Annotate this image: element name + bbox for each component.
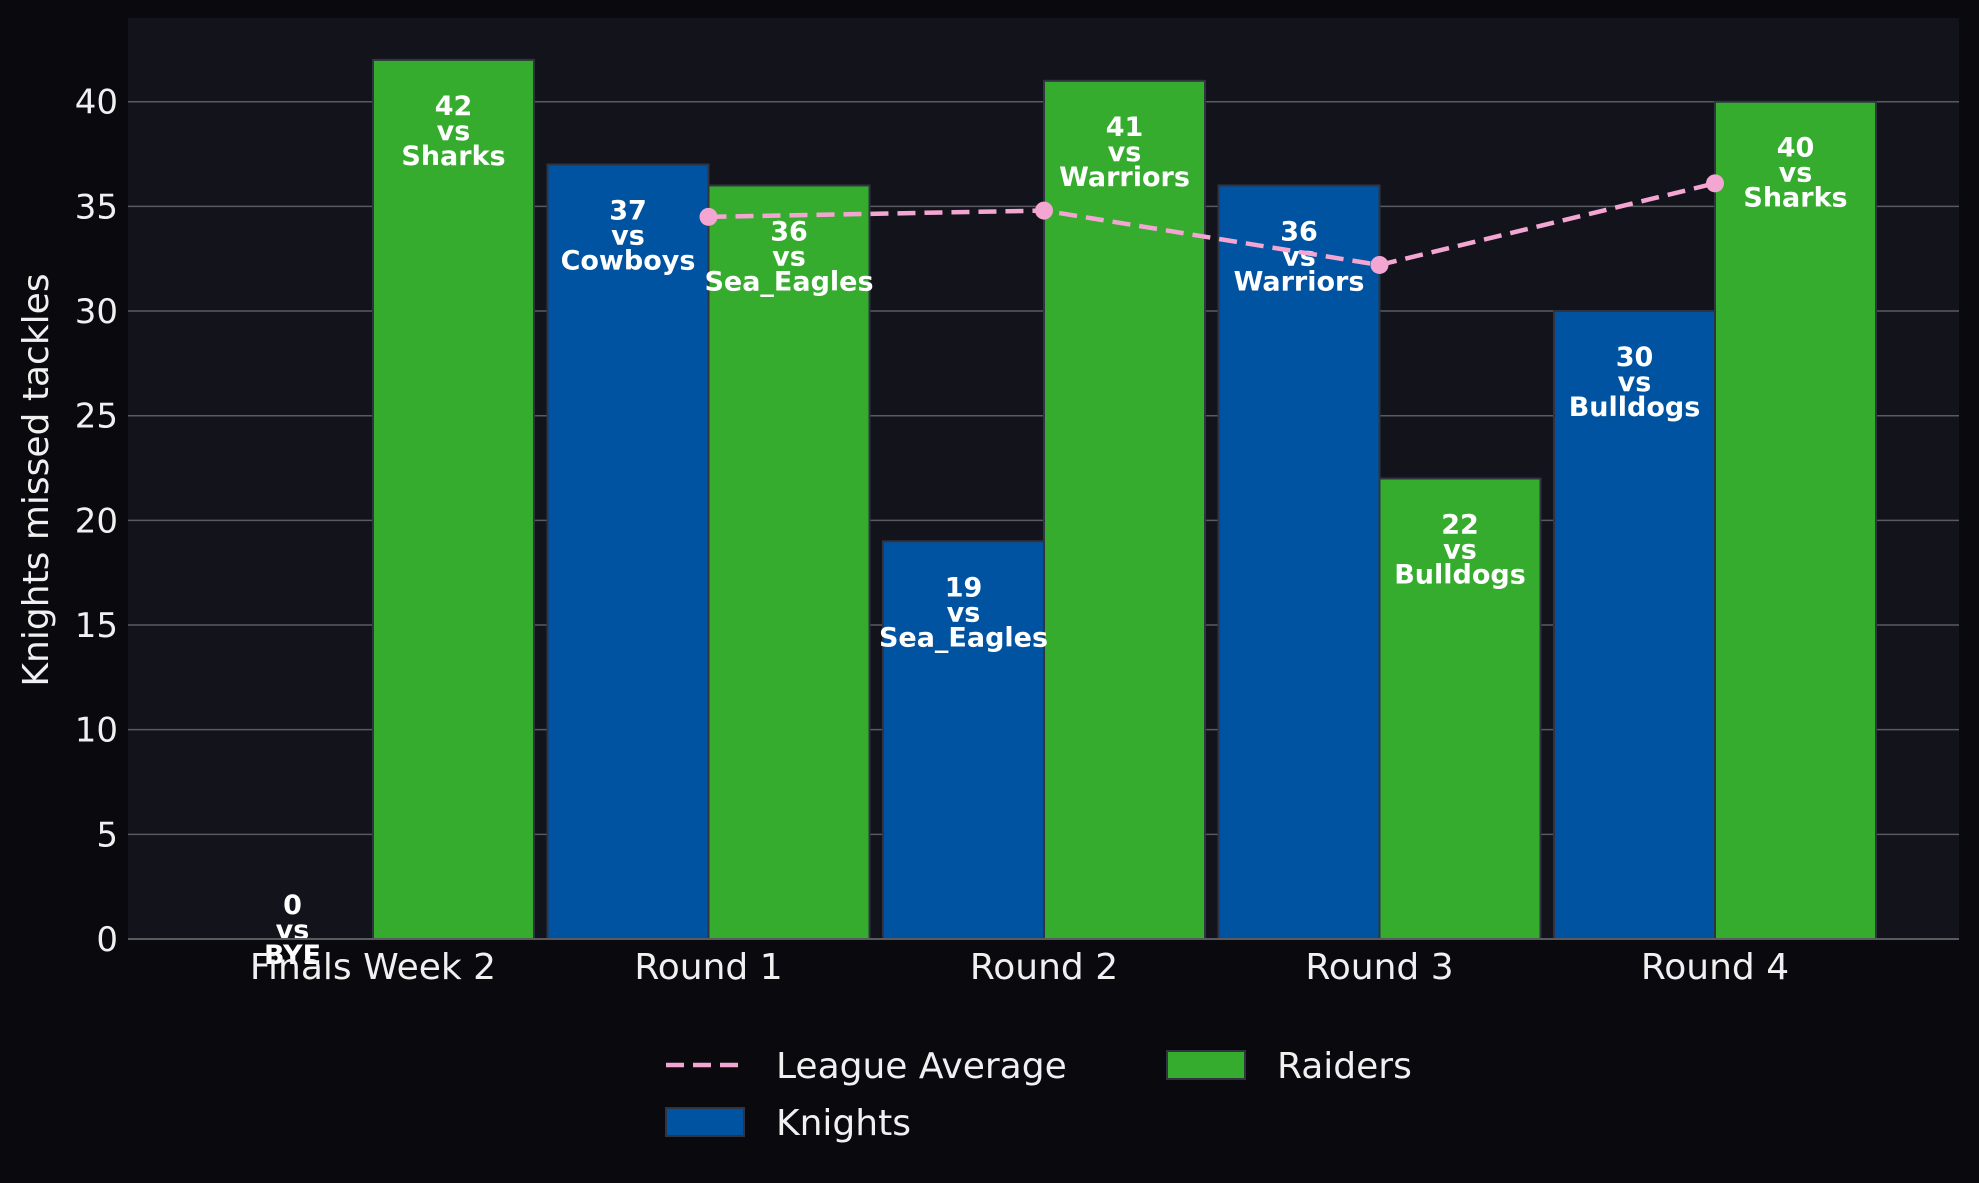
point-league-average-1 [1035,201,1053,220]
bar-raiders-round-2 [1043,79,1206,940]
bar-label-knights-round-2-0: 19 [945,572,983,603]
point-league-average-2 [1370,255,1389,274]
bar-knights-round-3 [1217,184,1381,941]
bar-label-knights-round-4-2: Bulldogs [1569,392,1701,423]
bar-labels: 0vsBYE42vsSharks37vsCowboys36vsSea_Eagle… [264,91,1848,971]
legend-swatch-raiders [1166,1050,1246,1080]
bar-raiders-round-3 [1378,477,1542,940]
bar-label-raiders-round-1-2: Sea_Eagles [704,266,873,297]
bar-label-raiders-finals-week-2-0: 42 [435,91,473,122]
x-tick-label-round-2: Round 2 [970,947,1118,988]
x-tick-label-round-1: Round 1 [634,947,782,988]
bar-label-raiders-round-2-0: 41 [1106,112,1144,143]
y-tick-label-40: 40 [75,83,118,123]
y-tick-label-25: 25 [75,397,118,437]
legend-label-league-average: League Average [776,1046,1067,1087]
bar-label-knights-round-3-1: vs [1282,241,1316,272]
bar-label-knights-round-1-0: 37 [609,196,647,227]
bar-label-raiders-round-3-1: vs [1443,535,1477,566]
point-league-average-0 [699,207,718,226]
bar-label-knights-finals-week-2-0: 0 [283,890,302,921]
league-average-line [699,174,1724,274]
bar-knights-round-4 [1553,310,1716,940]
x-tick-label-round-4: Round 4 [1641,947,1789,988]
bar-raiders-finals-week-2 [372,58,535,940]
bar-knights-round-1 [546,163,710,941]
bar-label-raiders-round-4-2: Sharks [1743,183,1847,214]
x-tick-label-round-3: Round 3 [1305,947,1453,988]
bar-label-knights-round-2-1: vs [947,597,981,628]
y-tick-label-0: 0 [96,920,118,960]
bar-label-raiders-round-2-2: Warriors [1059,162,1190,193]
bar-label-raiders-round-3-0: 22 [1441,510,1479,541]
legend-label-knights: Knights [776,1103,911,1144]
y-tick-label-10: 10 [75,711,118,751]
bar-label-raiders-round-4-0: 40 [1777,133,1815,164]
bar-label-raiders-round-3-2: Bulldogs [1394,560,1526,591]
y-tick-label-20: 20 [75,501,118,541]
bar-label-knights-round-4-0: 30 [1616,342,1654,373]
y-axis-label: Knights missed tackles [16,273,57,686]
y-tick-label-15: 15 [75,606,118,646]
y-tick-label-5: 5 [96,815,118,855]
bar-label-raiders-round-2-1: vs [1108,137,1142,168]
bar-label-knights-finals-week-2-2: BYE [264,940,321,971]
bars [372,58,1877,941]
bar-label-knights-round-2-2: Sea_Eagles [879,622,1048,653]
y-tick-label-30: 30 [75,292,118,332]
bar-label-knights-round-1-2: Cowboys [561,246,696,277]
line-league-average [708,181,1716,268]
bar-label-knights-finals-week-2-1: vs [276,915,310,946]
bar-label-raiders-round-1-0: 36 [770,216,808,247]
bar-label-knights-round-4-1: vs [1618,367,1652,398]
point-league-average-3 [1706,174,1724,193]
bar-raiders-round-4 [1714,100,1877,940]
bar-raiders-round-1 [707,184,871,941]
bar-label-raiders-round-1-1: vs [772,241,806,272]
bar-label-knights-round-3-2: Warriors [1234,266,1365,297]
axes: 0 5 10 15 20 25 30 35 40 Finals Week 2 Round 1 Roun… [75,83,1959,988]
bar-label-raiders-round-4-1: vs [1779,158,1813,189]
bar-label-raiders-finals-week-2-2: Sharks [401,141,505,172]
legend: League Average Knights Raiders [665,1046,1412,1144]
legend-label-raiders: Raiders [1277,1046,1412,1087]
bar-label-knights-round-1-1: vs [611,221,645,252]
y-tick-label-35: 35 [75,187,118,227]
x-tick-label-finals-week-2: Finals Week 2 [250,947,496,988]
bar-label-raiders-finals-week-2-1: vs [437,116,471,147]
bar-label-knights-round-3-0: 36 [1280,216,1318,247]
legend-swatch-knights [665,1107,745,1137]
